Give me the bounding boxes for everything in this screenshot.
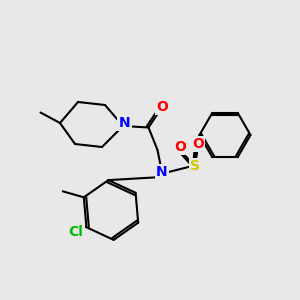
Text: S: S	[190, 160, 200, 173]
Text: O: O	[156, 100, 168, 113]
Text: Cl: Cl	[68, 225, 83, 239]
Text: O: O	[192, 137, 204, 151]
Text: N: N	[119, 116, 130, 130]
Text: N: N	[156, 166, 168, 179]
Text: O: O	[174, 140, 186, 154]
